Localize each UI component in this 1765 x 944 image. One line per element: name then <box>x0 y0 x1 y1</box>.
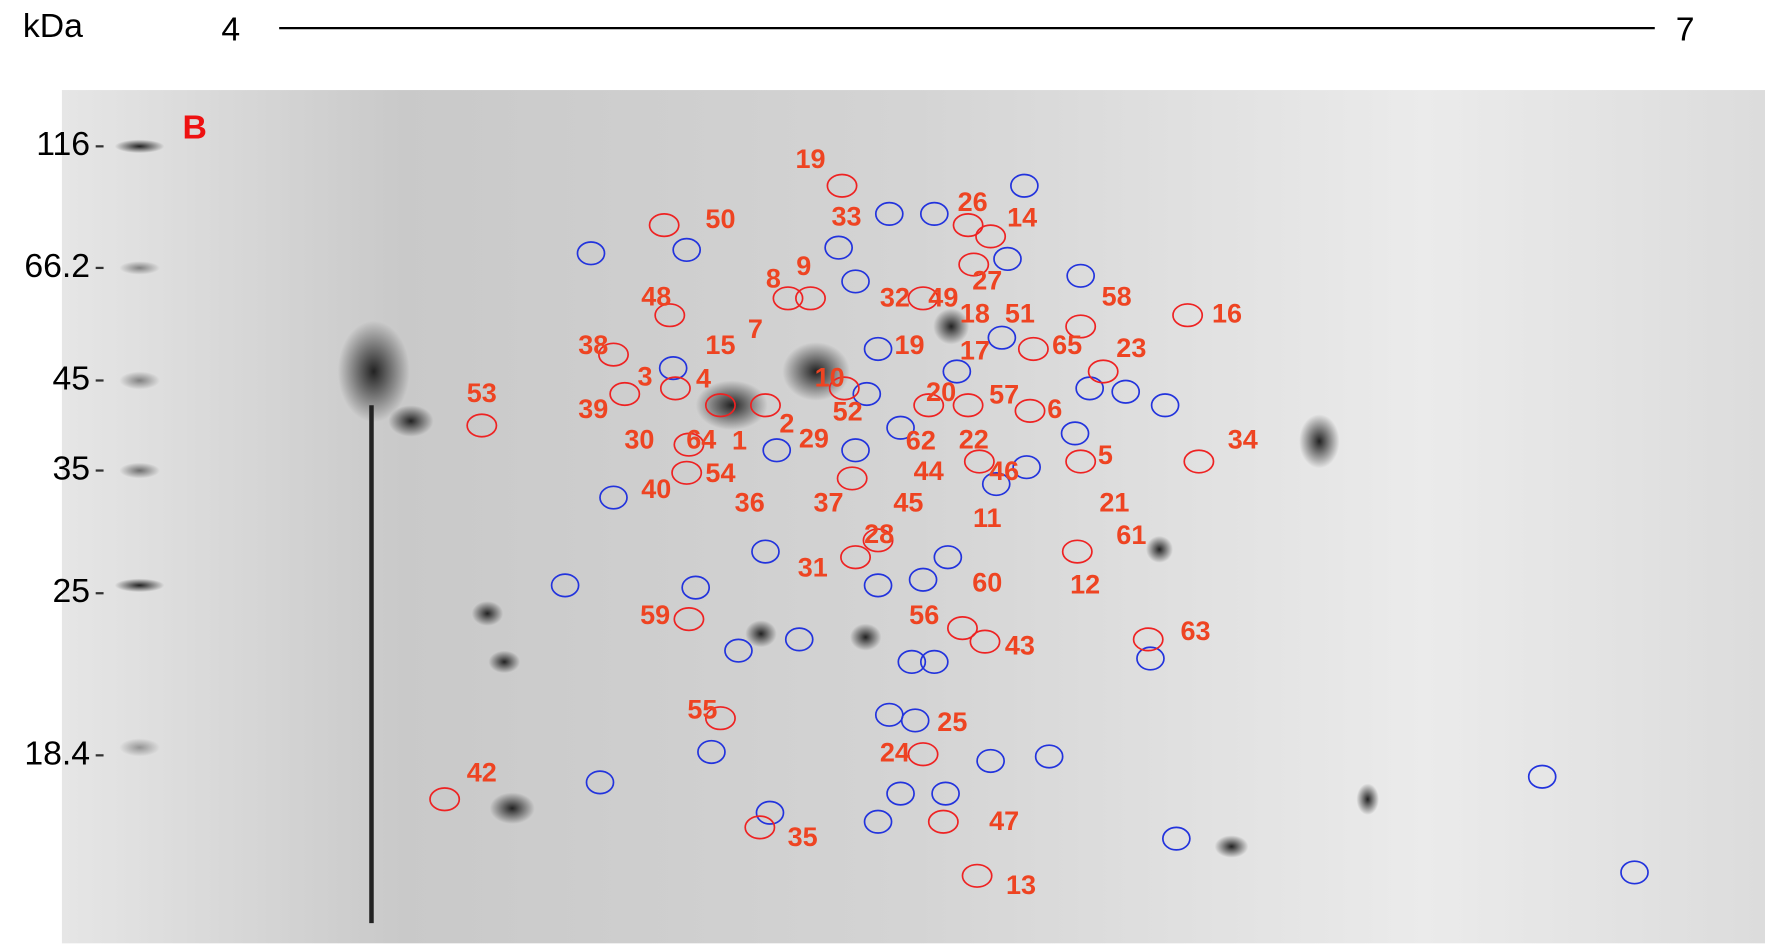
spot-label: 2 <box>779 409 794 439</box>
spot-label: 38 <box>578 330 608 360</box>
spot-label: 42 <box>467 758 497 788</box>
spot-label: 33 <box>832 202 862 232</box>
spot-label: 50 <box>705 204 735 234</box>
spot-label: 25 <box>937 707 967 737</box>
spot-label: 65 <box>1052 330 1082 360</box>
spot-label: 22 <box>959 424 989 454</box>
marker-label: 25 <box>52 572 90 610</box>
spot-label: 7 <box>748 314 763 344</box>
ph-start: 4 <box>221 10 240 48</box>
spot-label: 56 <box>909 600 939 630</box>
marker-label: 66.2 <box>24 247 90 285</box>
spot-label: 34 <box>1228 424 1258 454</box>
spot-label: 32 <box>880 283 910 313</box>
spot-label: 59 <box>640 600 670 630</box>
spot-label: 20 <box>926 377 956 407</box>
page: {"header": {"unit": "kDa", "ph_start": "… <box>0 0 1765 944</box>
spot-label: 17 <box>960 335 990 365</box>
spot-label: 58 <box>1102 281 1132 311</box>
spot-label: 44 <box>914 456 944 486</box>
spot-label: 6 <box>1047 394 1062 424</box>
spot-label: 3 <box>638 361 653 391</box>
spot-label: 43 <box>1005 630 1035 660</box>
spot-label: 47 <box>989 806 1019 836</box>
spot-label: 26 <box>958 187 988 217</box>
spot-label: 37 <box>813 487 843 517</box>
marker-label: 35 <box>52 449 90 487</box>
spot-label: 51 <box>1005 298 1035 328</box>
spot-label: 53 <box>467 378 497 408</box>
spot-label: 13 <box>1006 870 1036 900</box>
spot-label: 55 <box>687 695 717 725</box>
spot-label: 48 <box>641 281 671 311</box>
spot-label: 5 <box>1098 440 1113 470</box>
spot-label: 64 <box>686 424 716 454</box>
spot-label: 36 <box>735 487 765 517</box>
spot-label: 39 <box>578 394 608 424</box>
spot-label: 63 <box>1180 616 1210 646</box>
spot-label: 30 <box>624 424 654 454</box>
spot-label: 49 <box>928 283 958 313</box>
spot-label: 45 <box>893 487 923 517</box>
spot-label: 29 <box>799 423 829 453</box>
spot-label: 40 <box>641 474 671 504</box>
spot-label: 52 <box>833 396 863 426</box>
panel-label: B <box>183 108 207 146</box>
spot-label: 16 <box>1212 298 1242 328</box>
spot-label: 62 <box>906 426 936 456</box>
spot-label: 15 <box>705 330 735 360</box>
spot-label: 61 <box>1116 520 1146 550</box>
figure: kDa 4 7 B 11666.245352518.41950332614892… <box>0 0 1765 944</box>
spot-label: 23 <box>1116 333 1146 363</box>
spot-label: 31 <box>798 553 828 583</box>
spot-label: 57 <box>989 379 1019 409</box>
spot-label: 35 <box>788 822 818 852</box>
spot-label: 12 <box>1070 570 1100 600</box>
spot-label: 19 <box>795 144 825 174</box>
spot-label: 24 <box>880 737 910 767</box>
marker-label: 45 <box>52 359 90 397</box>
spot-label: 46 <box>989 456 1019 486</box>
spot-label: 21 <box>1099 487 1129 517</box>
spot-label: 18 <box>960 298 990 328</box>
spot-label: 1 <box>732 426 747 456</box>
spot-label: 10 <box>815 363 845 393</box>
marker-label: 18.4 <box>24 734 90 772</box>
spot-label: 9 <box>796 251 811 281</box>
spot-label: 54 <box>705 458 735 488</box>
spot-label: 27 <box>972 266 1002 296</box>
spot-label: 28 <box>864 519 894 549</box>
spot-label: 19 <box>895 330 925 360</box>
ph-end: 7 <box>1676 10 1695 48</box>
spot-label: 11 <box>973 503 1002 533</box>
marker-label: 116 <box>36 125 90 163</box>
spot-label: 8 <box>766 263 781 293</box>
unit-label: kDa <box>23 7 83 45</box>
spot-label: 4 <box>696 364 711 394</box>
spot-label: 14 <box>1007 203 1037 233</box>
spot-label: 60 <box>972 567 1002 597</box>
